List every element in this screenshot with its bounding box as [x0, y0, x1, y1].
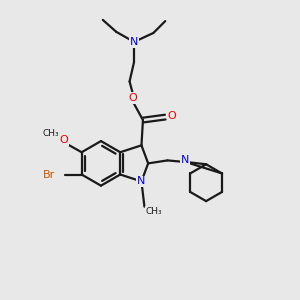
Text: Br: Br: [43, 169, 55, 179]
Text: N: N: [137, 176, 146, 186]
Text: O: O: [128, 93, 137, 103]
Text: CH₃: CH₃: [42, 129, 59, 138]
Text: O: O: [59, 135, 68, 145]
Text: methoxy: methoxy: [45, 134, 51, 135]
Text: methoxy: methoxy: [52, 132, 58, 133]
Text: CH₃: CH₃: [146, 207, 163, 216]
Text: N: N: [181, 155, 190, 165]
Text: N: N: [130, 37, 138, 47]
Text: O: O: [167, 111, 176, 121]
